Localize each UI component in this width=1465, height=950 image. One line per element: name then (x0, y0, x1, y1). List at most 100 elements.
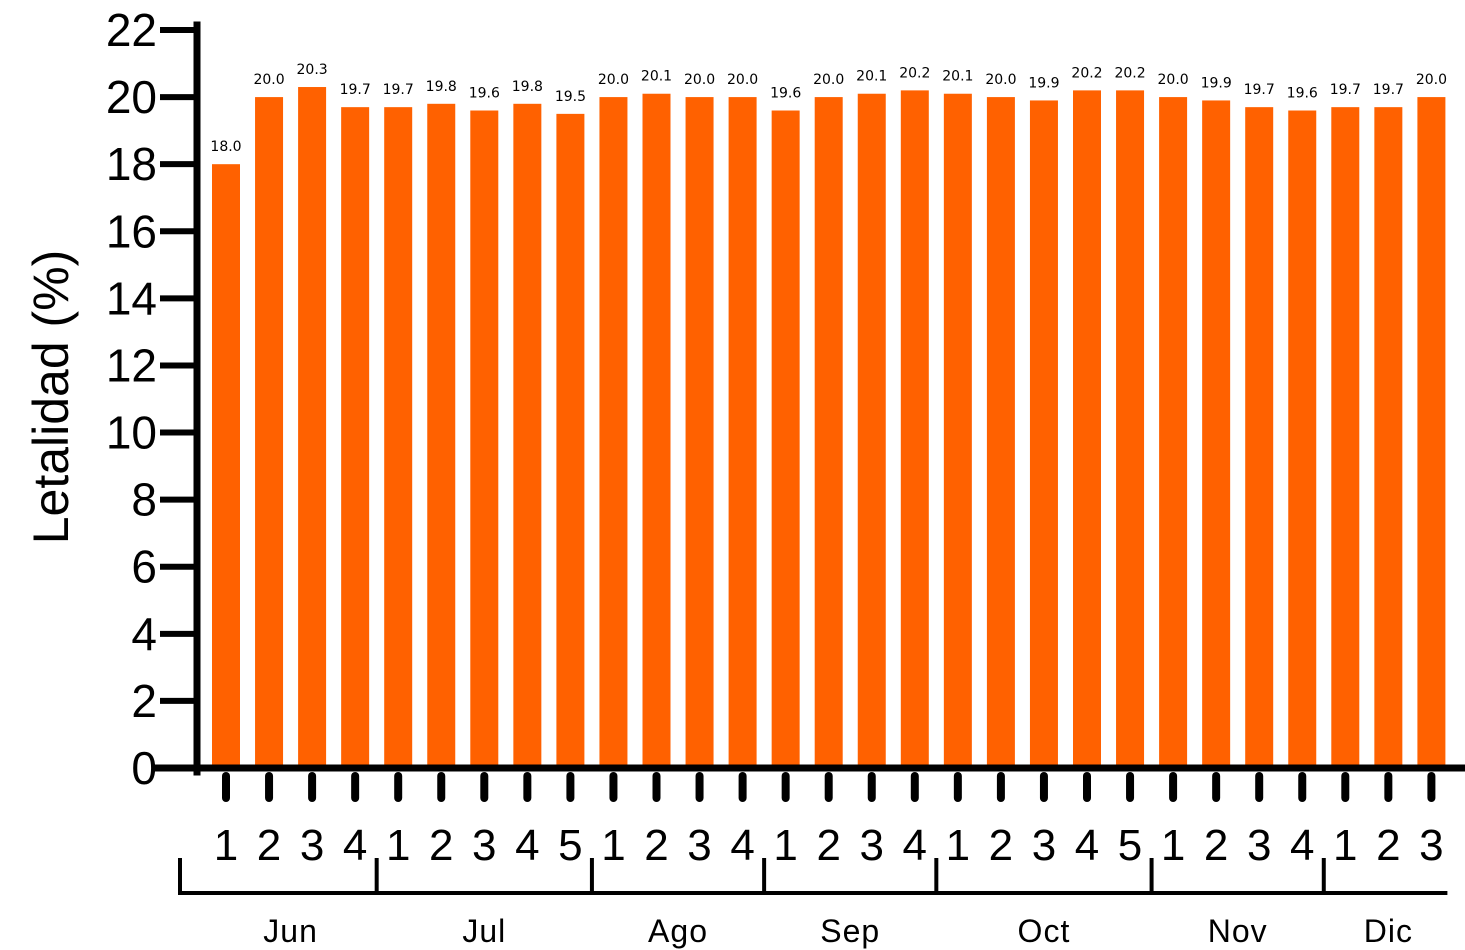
data-label: 20.1 (641, 69, 672, 85)
bar (341, 107, 370, 769)
data-label: 20.0 (813, 72, 844, 88)
bar (857, 93, 886, 768)
y-tick-label: 22 (106, 4, 157, 56)
bar (298, 87, 327, 768)
data-label: 20.0 (727, 72, 758, 88)
y-axis: 0 2 4 6 8 10 12 14 16 18 20 22 (106, 4, 201, 794)
data-label: 20.1 (942, 69, 973, 85)
data-label: 19.5 (555, 89, 586, 105)
data-label: 20.0 (1158, 72, 1189, 88)
x-tick-label: 1 (601, 821, 625, 870)
month-label: Sep (820, 913, 880, 949)
x-tick-label: 3 (472, 821, 496, 870)
x-tick-label: 3 (860, 821, 884, 870)
month-label: Ago (648, 913, 708, 949)
month-label: Jun (263, 913, 318, 949)
y-tick-label: 18 (106, 138, 157, 190)
bar (513, 103, 542, 769)
bar (685, 97, 714, 768)
bar (900, 90, 929, 768)
data-label: 20.2 (899, 65, 930, 81)
month-label: Nov (1208, 913, 1268, 949)
x-tick-label: 5 (1118, 821, 1142, 870)
month-label: Dic (1364, 913, 1413, 949)
x-tick-label: 3 (687, 821, 711, 870)
x-tick-label: 3 (1032, 821, 1056, 870)
x-tick-label: 2 (1376, 821, 1400, 870)
bar (470, 110, 499, 768)
y-tick-label: 2 (131, 675, 157, 727)
x-tick-label: 1 (946, 821, 970, 870)
data-label: 20.1 (856, 69, 887, 85)
data-label: 19.6 (770, 86, 801, 102)
month-groups: Jun Jul Ago Sep Oct Nov Dic (178, 858, 1448, 949)
month-label: Jul (462, 913, 506, 949)
data-label: 20.0 (598, 72, 629, 88)
y-tick-label: 16 (106, 205, 157, 257)
y-axis-title: Letalidad (%) (23, 250, 79, 545)
data-label: 19.8 (426, 79, 457, 95)
data-label: 19.6 (1287, 86, 1318, 102)
x-tick-label: 4 (1290, 821, 1314, 870)
x-tick-label: 3 (1247, 821, 1271, 870)
x-tick-label: 1 (1333, 821, 1357, 870)
data-label: 19.8 (512, 79, 543, 95)
bar (771, 110, 800, 768)
bar (599, 97, 628, 768)
x-tick-label: 4 (1075, 821, 1099, 870)
x-tick-label: 1 (773, 821, 797, 870)
x-tick-label: 2 (429, 821, 453, 870)
y-tick-label: 14 (106, 272, 157, 324)
x-tick-label: 2 (257, 821, 281, 870)
bar (1073, 90, 1101, 768)
data-label: 19.9 (1028, 75, 1059, 91)
bar (1331, 107, 1360, 769)
data-label: 19.7 (1330, 82, 1361, 98)
bar (1245, 107, 1274, 769)
data-label: 20.2 (1114, 65, 1145, 81)
x-tick-label: 1 (1161, 821, 1185, 870)
data-label: 20.3 (297, 62, 328, 78)
bar (255, 97, 284, 768)
data-label: 20.0 (253, 72, 284, 88)
x-tick-label: 2 (644, 821, 668, 870)
data-label: 20.0 (985, 72, 1016, 88)
data-label: 18.0 (210, 139, 241, 155)
bar (642, 93, 671, 768)
y-tick-label: 12 (106, 339, 157, 391)
month-label: Oct (1018, 913, 1071, 949)
x-tick-label: 5 (558, 821, 582, 870)
bar (1159, 97, 1188, 768)
data-label: 19.7 (1373, 82, 1404, 98)
x-tick-label: 1 (386, 821, 410, 870)
bar (943, 93, 972, 768)
x-tick-label: 2 (1204, 821, 1228, 870)
data-label: 19.7 (1244, 82, 1275, 98)
data-label: 20.0 (1416, 72, 1447, 88)
x-tick-label: 4 (903, 821, 927, 870)
bar (986, 97, 1015, 768)
y-tick-label: 10 (106, 407, 157, 459)
bar (1202, 100, 1231, 769)
data-label: 20.2 (1071, 65, 1102, 81)
bar (427, 103, 456, 769)
x-tick-label: 2 (989, 821, 1013, 870)
bar (1288, 110, 1317, 768)
bar (814, 97, 843, 768)
bar (212, 164, 240, 768)
bar (1029, 100, 1058, 769)
bar (384, 107, 413, 769)
bar (1116, 90, 1145, 768)
x-tick-label: 4 (343, 821, 367, 870)
x-tick-label: 4 (730, 821, 754, 870)
x-tick-label: 3 (1419, 821, 1443, 870)
y-tick-label: 4 (131, 608, 157, 660)
data-label: 19.7 (340, 82, 371, 98)
y-tick-label: 8 (131, 474, 157, 526)
x-tick-label: 3 (300, 821, 324, 870)
bar (1417, 97, 1446, 768)
data-labels: 18.0 20.0 20.3 19.7 19.7 19.8 19.6 19.8 19.5 20.0… (210, 62, 1447, 155)
x-tick-label: 4 (515, 821, 539, 870)
